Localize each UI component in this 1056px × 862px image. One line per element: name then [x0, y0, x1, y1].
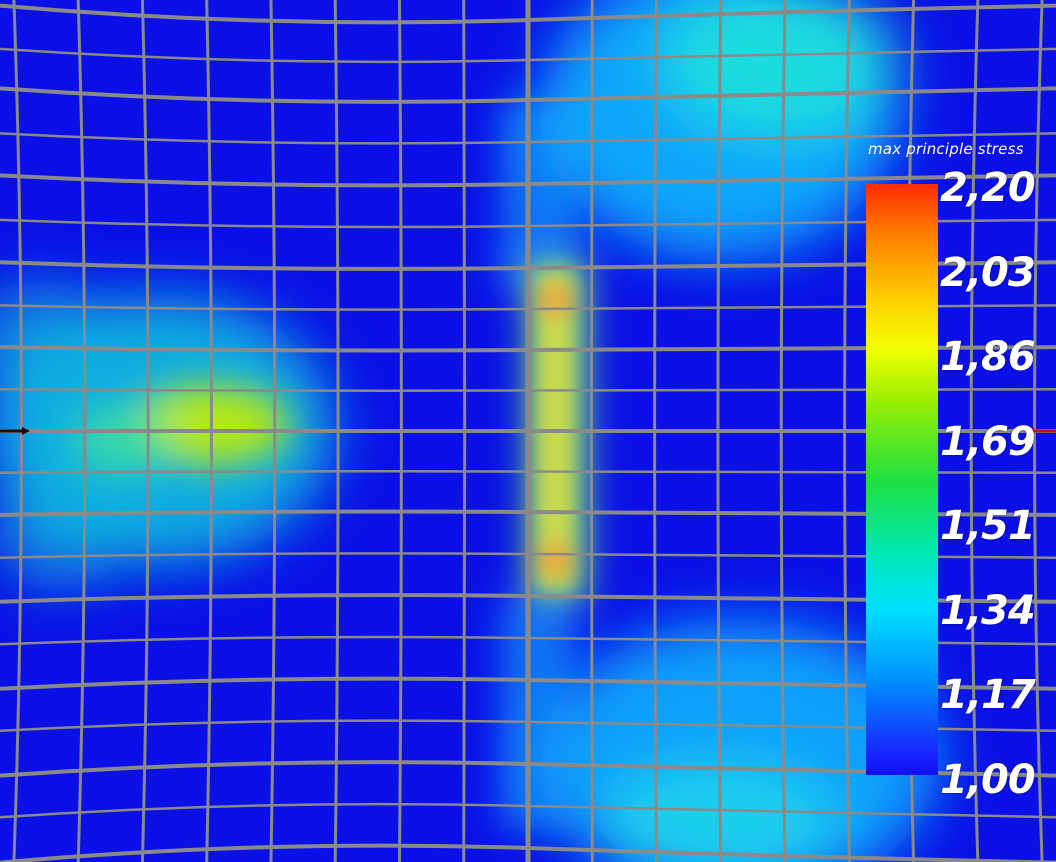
- colorbar-tick-label: 1,51: [940, 503, 1036, 550]
- colorbar-tick-label: 2,20: [940, 165, 1036, 211]
- left-load-arrow: [0, 427, 30, 435]
- mesh-line: [333, 0, 340, 862]
- mesh-line: [462, 0, 467, 862]
- mesh-line: [397, 0, 403, 862]
- mesh-line: [269, 0, 277, 862]
- mesh-line: [589, 0, 594, 862]
- colorbar-title: max principle stress: [868, 140, 1024, 158]
- mesh-line: [205, 0, 213, 862]
- mesh-line: [653, 0, 659, 862]
- colorbar-gradient: [866, 184, 938, 775]
- mesh-line: [779, 0, 787, 862]
- colorbar-tick-label: 1,17: [940, 672, 1036, 719]
- mesh-line: [140, 0, 150, 862]
- colorbar-tick-label: 1,86: [940, 334, 1036, 381]
- mesh-line: [76, 0, 87, 862]
- mesh-line: [843, 0, 851, 862]
- colorbar-tick-label: 1,34: [940, 587, 1036, 634]
- colorbar-tick-label: 1,00: [940, 757, 1036, 803]
- colorbar-tick-label: 2,03: [940, 249, 1036, 296]
- right-load-arrow: [1026, 427, 1056, 435]
- mesh-line: [969, 0, 980, 862]
- colorbar-tick-label: 1,69: [940, 418, 1036, 465]
- mesh-line: [716, 0, 723, 862]
